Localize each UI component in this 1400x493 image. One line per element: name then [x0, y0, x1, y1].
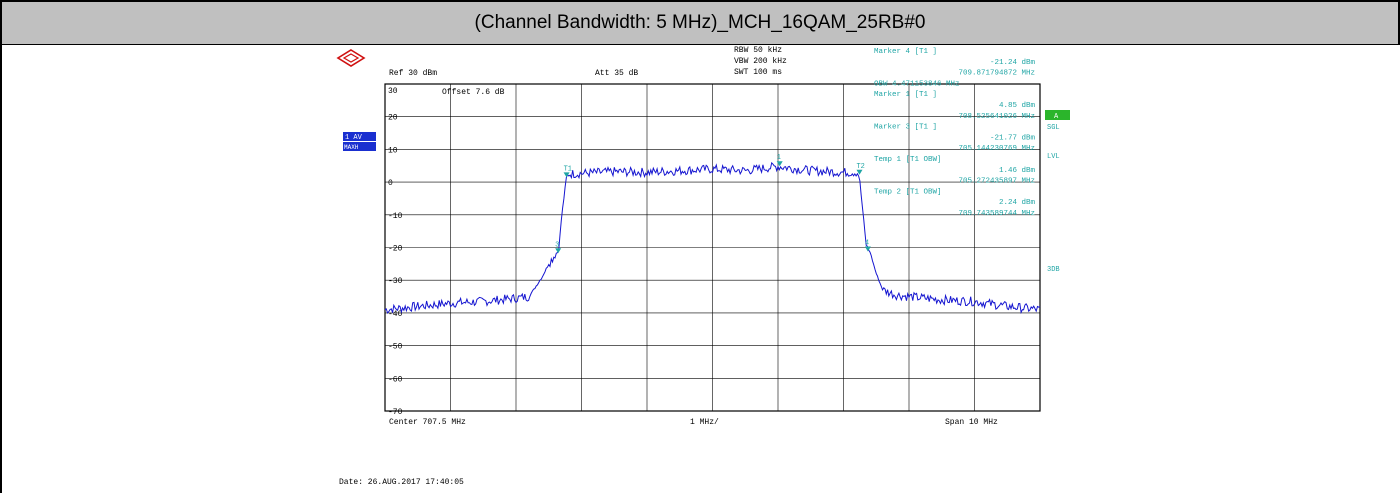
y-tick-label: 20 [388, 114, 398, 123]
marker-table-line: 705.144230769 MHz [958, 145, 1035, 153]
marker-table-line: OBW 4.471153846 MHz [874, 80, 960, 88]
marker-table-line: -21.77 dBm [990, 134, 1036, 142]
y-tick-label: -60 [388, 375, 403, 384]
marker-table-line: 709.871794872 MHz [958, 70, 1035, 78]
marker-3-icon [555, 248, 562, 254]
marker-table-line: 4.85 dBm [999, 102, 1036, 110]
rbw-label: RBW 50 kHz [734, 46, 782, 55]
y-tick-label: 10 [388, 146, 398, 155]
marker-t2-icon [856, 169, 863, 175]
spectrum-plot: Ref 30 dBm Att 35 dB RBW 50 kHz VBW 200 … [336, 46, 1070, 487]
span-label: Span 10 MHz [945, 418, 998, 427]
y-tick-labels: 30 20 10 0 -10 -20 -30 -40 -50 -60 -70 [388, 87, 403, 417]
date-label: Date: 26.AUG.2017 17:40:05 [339, 478, 464, 487]
attenuation-label: Att 35 dB [595, 69, 638, 78]
status-badge-a [1045, 110, 1070, 120]
side-label-sgl: SGL [1047, 124, 1060, 132]
sweep-time-label: SWT 100 ms [734, 68, 782, 77]
marker-table-line: 709.743589744 MHz [958, 210, 1035, 218]
y-tick-label: -30 [388, 277, 403, 286]
marker-t1-icon [563, 172, 570, 178]
marker-t1-label: T1 [564, 165, 572, 173]
marker-1-icon [776, 161, 783, 167]
marker-layer: T1 3 1 T2 4 [555, 154, 871, 254]
marker-table: Marker 4 [T1 ] -21.24 dBm 709.871794872 MH… [874, 48, 1035, 218]
y-tick-label: 30 [388, 87, 398, 96]
trace-badge-av [343, 132, 376, 141]
marker-table-line: Marker 1 [T1 ] [874, 91, 937, 99]
marker-1-label: 1 [777, 154, 781, 162]
marker-table-line: 708.525641026 MHz [958, 113, 1035, 121]
offset-label: Offset 7.6 dB [442, 88, 505, 97]
center-frequency-label: Center 707.5 MHz [389, 418, 466, 427]
marker-table-line: 2.24 dBm [999, 199, 1036, 207]
marker-3-label: 3 [555, 241, 559, 249]
marker-4-label: 4 [865, 240, 869, 248]
status-badge-a-label: A [1054, 113, 1059, 121]
y-tick-label: -50 [388, 343, 403, 352]
spectrum-trace [384, 161, 1041, 314]
vbw-label: VBW 200 kHz [734, 57, 787, 66]
trace-badge-maxh [343, 142, 376, 151]
marker-table-line: Temp 1 [T1 OBW] [874, 156, 942, 164]
plot-grid [384, 83, 1041, 412]
y-tick-label: -20 [388, 245, 403, 254]
division-label: 1 MHz/ [690, 418, 719, 427]
trace-layer [384, 161, 1041, 314]
y-tick-label: 0 [388, 179, 393, 188]
marker-table-line: 705.272435897 MHz [958, 178, 1035, 186]
y-tick-label: -10 [388, 212, 403, 221]
marker-t2-label: T2 [856, 163, 864, 171]
trace-badge-maxh-label: MAXH [344, 144, 359, 151]
marker-table-line: 1.46 dBm [999, 167, 1036, 175]
side-label-lvl: LVL [1047, 153, 1060, 161]
y-tick-label: -40 [388, 310, 403, 319]
marker-table-line: Marker 4 [T1 ] [874, 48, 937, 56]
trace-badge-av-label: 1 AV [345, 134, 363, 142]
marker-table-line: Temp 2 [T1 OBW] [874, 188, 942, 196]
chart-title: (Channel Bandwidth: 5 MHz)_MCH_16QAM_25R… [0, 0, 1400, 45]
ref-level-label: Ref 30 dBm [389, 69, 437, 78]
rs-logo-icon [336, 49, 366, 67]
analyzer-screen: Ref 30 dBm Att 35 dB RBW 50 kHz VBW 200 … [0, 44, 1398, 493]
marker-table-line: -21.24 dBm [990, 59, 1036, 67]
marker-4-icon [864, 246, 871, 252]
marker-table-line: Marker 3 [T1 ] [874, 124, 937, 132]
side-label-3db: 3DB [1047, 266, 1060, 274]
y-tick-label: -70 [388, 408, 403, 417]
